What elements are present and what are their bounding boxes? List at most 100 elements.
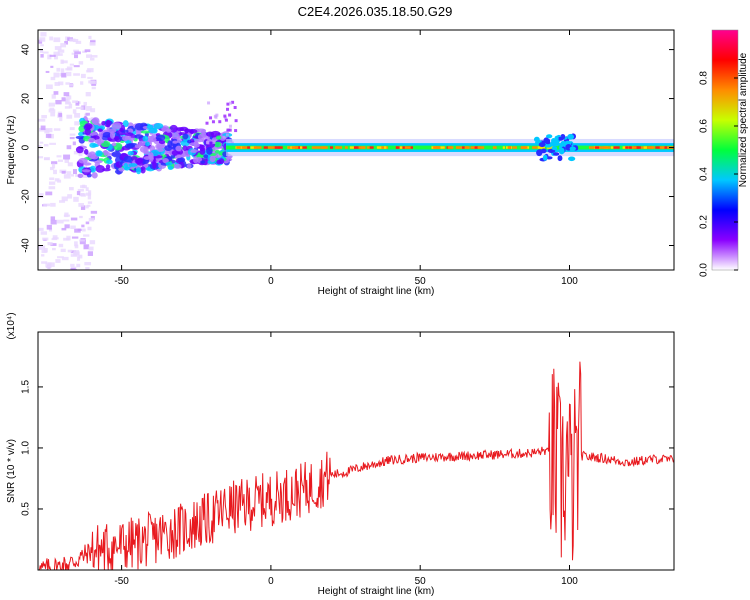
heat-cell <box>45 70 50 73</box>
heat-cell <box>103 149 108 156</box>
heat-cell <box>214 149 221 154</box>
heat-cell <box>206 146 213 155</box>
heat-cell <box>69 187 74 191</box>
heat-cell <box>39 37 46 42</box>
heat-cell <box>50 76 56 81</box>
heat-cell <box>57 256 64 259</box>
heat-cell <box>145 141 150 147</box>
ridge-peak <box>353 146 357 149</box>
heat-cell <box>87 226 92 231</box>
heat-cell <box>74 244 79 249</box>
spectrogram-y-label: Frequency (Hz) <box>6 116 17 185</box>
heat-cell <box>41 115 47 119</box>
heat-cell <box>53 72 60 78</box>
heat-cell <box>65 99 70 104</box>
heat-cell <box>83 148 89 155</box>
heat-cell <box>73 251 80 256</box>
heat-cell <box>134 157 144 165</box>
heat-cell <box>88 246 94 251</box>
heat-cell <box>147 135 153 140</box>
heat-cell <box>70 174 74 177</box>
ridge-peak <box>335 146 339 149</box>
ridge-peak <box>358 146 363 149</box>
heat-cell <box>88 141 94 144</box>
heat-cell <box>40 54 44 58</box>
heat-cell <box>73 49 79 53</box>
heat-cell <box>87 118 92 123</box>
heat-cell <box>127 150 134 156</box>
heat-cell <box>122 135 129 141</box>
heat-cell <box>58 243 64 248</box>
heat-cell <box>215 113 219 117</box>
heat-cell <box>234 119 238 123</box>
heat-cell <box>49 177 55 181</box>
heat-cell <box>87 201 93 204</box>
heat-cell <box>207 101 211 105</box>
heat-cell <box>56 67 61 72</box>
spectrogram-x-ticks: -50 0 50 100 <box>114 30 578 287</box>
heat-cell <box>123 155 133 164</box>
heat-cell <box>78 203 84 207</box>
spectrogram-panel: -50 0 50 100 -40 -20 0 20 40 Height of straight… <box>6 29 675 297</box>
y-tick-label: 20 <box>21 93 32 105</box>
ridge-peak <box>508 146 511 149</box>
heat-cell <box>54 178 60 182</box>
heat-cell <box>148 152 154 161</box>
heat-cell <box>538 142 546 148</box>
ridge-peak <box>628 146 632 149</box>
heat-cell <box>79 192 85 197</box>
heat-cell <box>80 106 84 110</box>
colorbar-gradient <box>712 30 738 270</box>
ridge-peak <box>439 146 445 149</box>
heat-cell <box>54 54 58 60</box>
colorbar-tick-label: 0.6 <box>699 119 710 133</box>
heat-cell <box>52 247 56 251</box>
heat-cell <box>156 143 164 150</box>
heat-cell <box>66 95 72 100</box>
heat-cell <box>90 108 96 113</box>
heat-cell <box>61 97 66 102</box>
heat-cell <box>551 146 558 151</box>
heat-cell <box>228 128 232 132</box>
heat-cell <box>64 40 69 45</box>
heat-cell <box>66 145 72 150</box>
heat-cell <box>223 114 227 118</box>
ridge-peak <box>247 146 250 149</box>
heat-cell <box>61 227 67 231</box>
ridge-peak <box>465 146 469 149</box>
heat-cell <box>84 123 93 130</box>
heat-cell <box>53 51 60 56</box>
heat-cell <box>229 101 233 105</box>
heat-cell <box>64 158 69 163</box>
heat-cell <box>46 224 52 230</box>
heat-cell <box>140 130 151 134</box>
heat-cell <box>64 106 71 109</box>
heat-cell <box>73 65 80 68</box>
heat-cell <box>38 39 43 44</box>
heat-cell <box>83 162 92 166</box>
heat-cell <box>87 204 91 207</box>
heat-cell <box>42 237 49 241</box>
heat-cell <box>205 121 209 125</box>
heat-cell <box>61 256 69 261</box>
ridge-peak <box>643 146 647 149</box>
ridge-peak <box>478 146 481 149</box>
heat-cell <box>88 80 95 84</box>
heat-cell <box>167 140 173 149</box>
heat-cell <box>40 44 44 47</box>
heat-cell <box>111 122 122 130</box>
heat-cell <box>57 49 65 53</box>
y-tick-label: 0 <box>21 144 32 150</box>
ridge-peak <box>254 146 262 149</box>
heat-cell <box>69 63 75 66</box>
ridge-peak <box>537 146 543 149</box>
heat-cell <box>109 131 116 139</box>
heat-cell <box>176 154 182 159</box>
heat-cell <box>80 81 84 85</box>
heat-cell <box>226 128 230 132</box>
heat-cell <box>40 125 46 130</box>
ridge-peak <box>360 146 366 149</box>
heat-cell <box>223 116 227 120</box>
heat-cell <box>77 228 82 232</box>
